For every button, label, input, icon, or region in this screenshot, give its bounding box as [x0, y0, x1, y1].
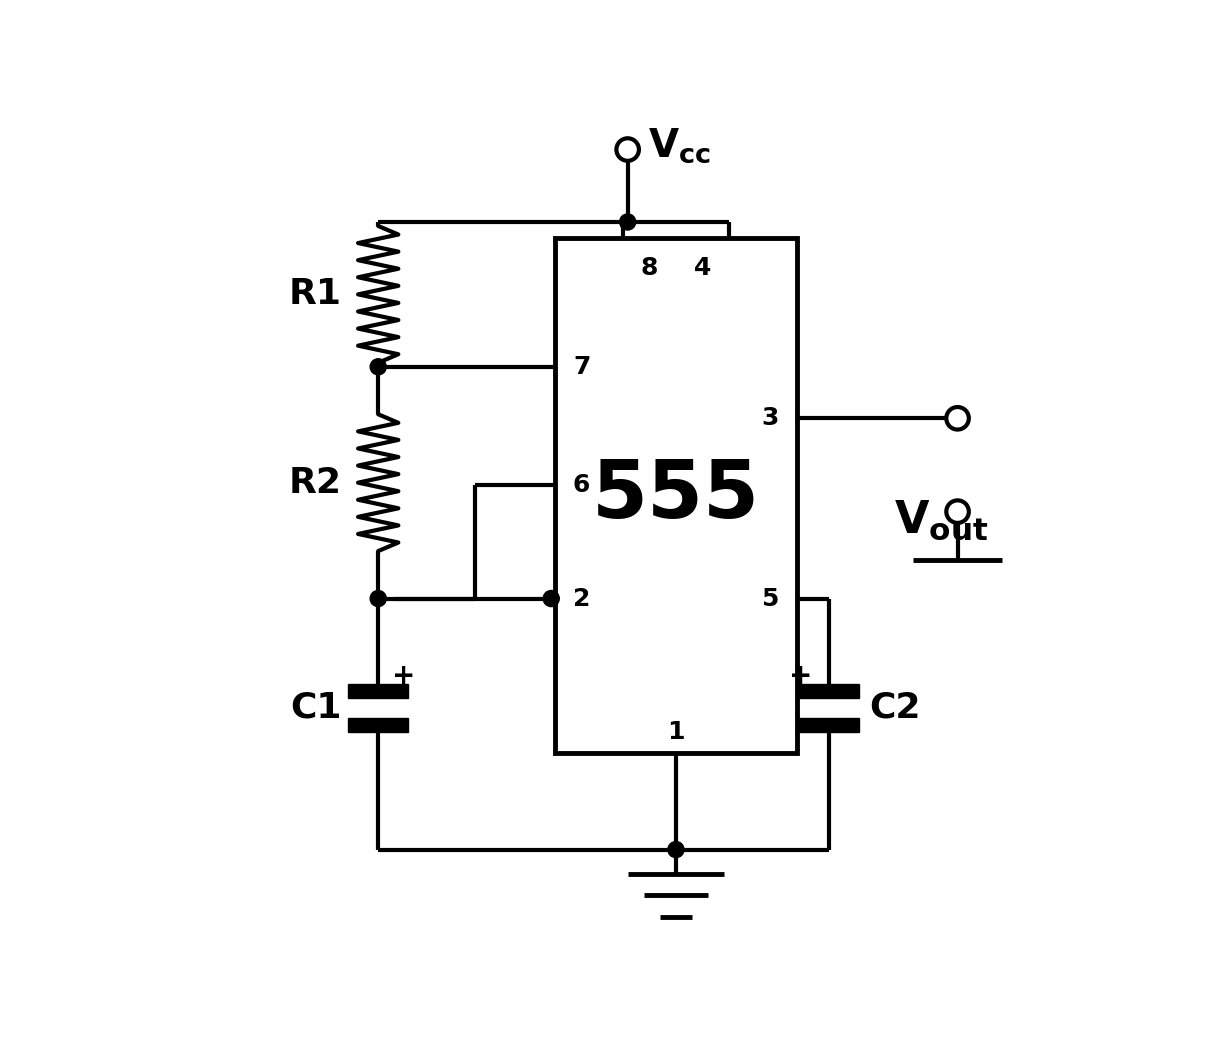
Text: +: + [392, 661, 416, 690]
Text: +: + [789, 661, 812, 690]
Text: 4: 4 [694, 256, 711, 280]
Text: $\mathbf{V_{out}}$: $\mathbf{V_{out}}$ [895, 498, 989, 542]
Text: C1: C1 [290, 691, 342, 725]
Circle shape [543, 590, 560, 606]
Text: $\mathbf{V_{cc}}$: $\mathbf{V_{cc}}$ [648, 126, 711, 165]
Text: C2: C2 [869, 691, 920, 725]
Bar [799, 683, 860, 698]
Bar [348, 683, 409, 698]
Circle shape [667, 841, 684, 858]
Circle shape [617, 138, 638, 161]
Text: R1: R1 [289, 277, 342, 311]
Text: 7: 7 [573, 355, 590, 378]
Text: 2: 2 [573, 586, 590, 610]
Circle shape [370, 590, 386, 606]
Bar [348, 718, 409, 733]
Bar [799, 718, 860, 733]
Text: 8: 8 [641, 256, 658, 280]
Text: 1: 1 [667, 720, 684, 744]
Text: 555: 555 [592, 457, 760, 535]
Text: 6: 6 [573, 473, 590, 497]
Circle shape [947, 407, 968, 429]
Text: 5: 5 [762, 586, 779, 610]
Circle shape [619, 214, 636, 230]
Circle shape [947, 501, 968, 522]
Circle shape [370, 358, 386, 375]
Text: 3: 3 [762, 407, 779, 431]
Bar [555, 238, 797, 753]
Text: R2: R2 [289, 466, 342, 500]
